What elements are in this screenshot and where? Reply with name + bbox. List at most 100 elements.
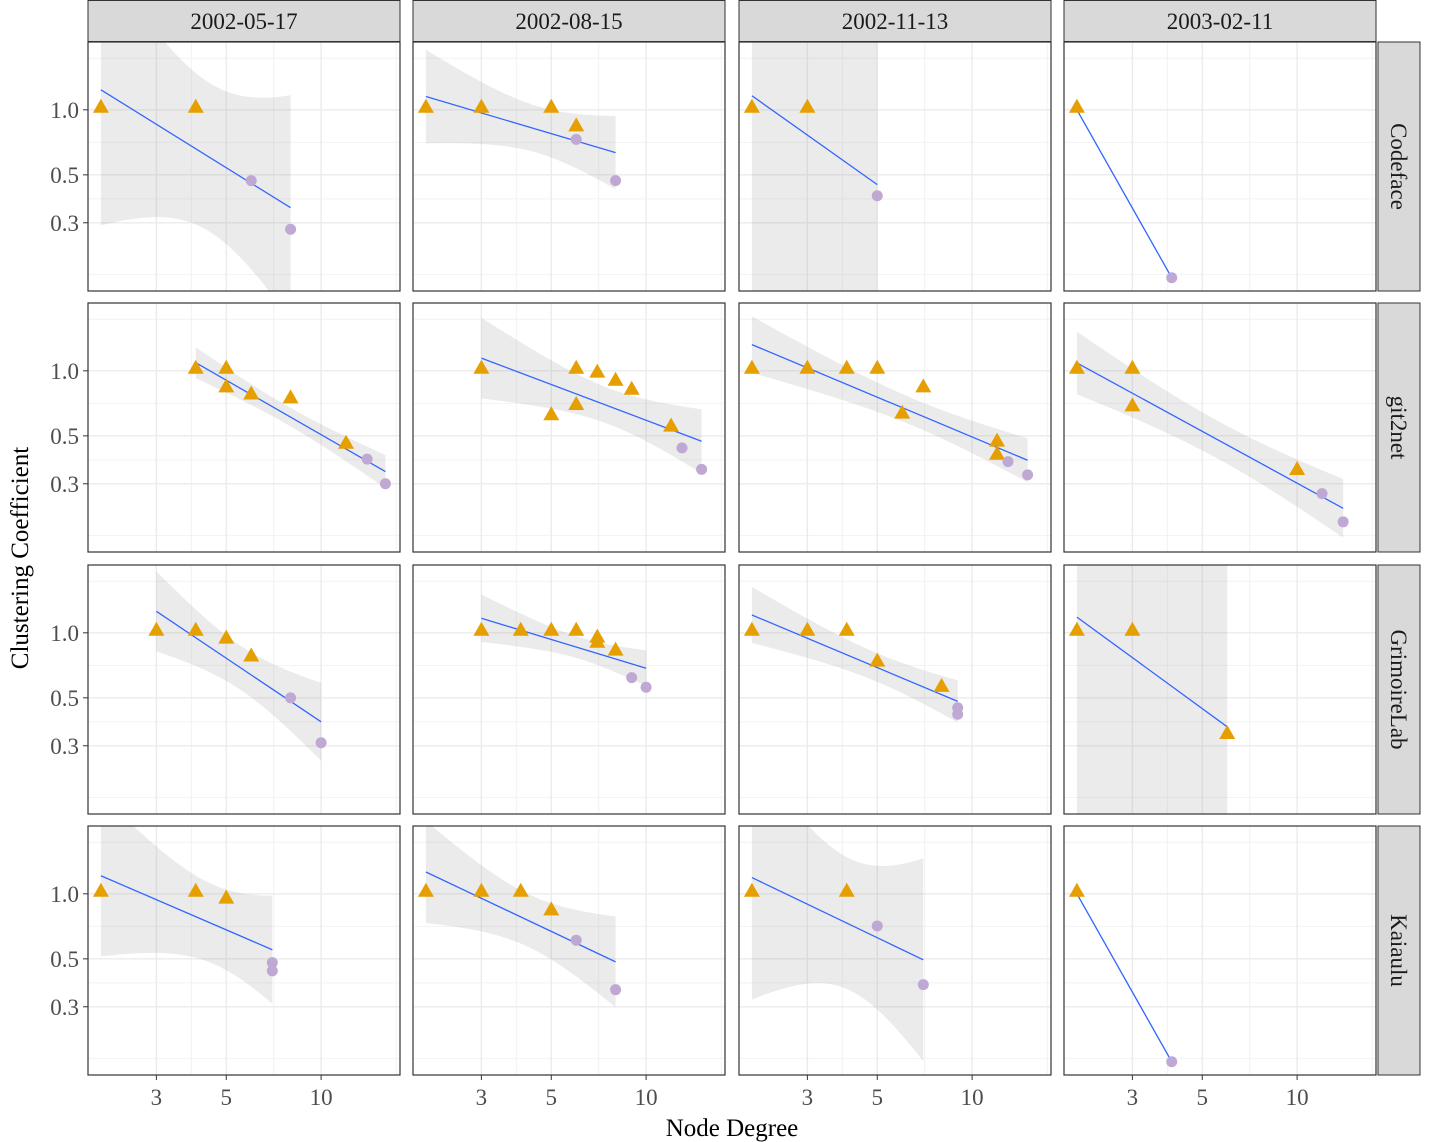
x-tick-label: 10: [1286, 1085, 1309, 1110]
y-tick-label: 0.3: [50, 995, 79, 1020]
panel-background: [88, 42, 400, 291]
fit-line: [1076, 362, 1344, 509]
triangle-point: [869, 359, 886, 374]
panel-border: [412, 564, 726, 815]
circle-point: [871, 190, 883, 202]
row-strip-label: GrimoireLab: [1386, 629, 1411, 749]
y-tick-label: 0.5: [50, 163, 79, 188]
circle-point: [1002, 456, 1014, 468]
fit-line: [1076, 893, 1173, 1063]
panel: [412, 564, 726, 815]
confidence-band: [100, 42, 291, 291]
x-tick-label: 5: [546, 1085, 558, 1110]
column-strip: [87, 0, 401, 42]
circle-point: [266, 965, 278, 977]
panel-border: [1063, 41, 1377, 292]
triangle-point: [473, 882, 490, 897]
panel: [1063, 564, 1377, 815]
row-strip-label: git2net: [1386, 396, 1411, 460]
triangle-point: [543, 98, 560, 113]
panel: [412, 825, 726, 1076]
fit-line: [481, 357, 702, 442]
circle-point: [245, 175, 257, 187]
triangle-point: [187, 98, 204, 113]
confidence-band: [751, 826, 924, 1062]
triangle-point: [915, 378, 932, 393]
fit-line: [425, 871, 616, 963]
panel-background: [1064, 826, 1376, 1075]
triangle-point: [187, 882, 204, 897]
panel-background: [88, 565, 400, 814]
triangle-point: [623, 380, 640, 395]
triangle-point: [543, 406, 560, 421]
x-tick-label: 5: [221, 1085, 233, 1110]
panel-border: [738, 825, 1052, 1076]
triangle-point: [1289, 461, 1306, 476]
triangle-point: [187, 359, 204, 374]
confidence-band: [751, 42, 878, 291]
triangle-point: [799, 359, 816, 374]
triangle-point: [663, 417, 680, 432]
confidence-band: [751, 586, 958, 723]
triangle-point: [218, 378, 235, 393]
triangle-point: [1124, 359, 1141, 374]
triangle-point: [933, 677, 950, 692]
panel-background: [413, 42, 725, 291]
x-axis-title: Node Degree: [666, 1115, 799, 1142]
panel-background: [88, 826, 400, 1075]
triangle-point: [417, 882, 434, 897]
triangle-point: [894, 404, 911, 419]
panel-border: [87, 564, 401, 815]
triangle-point: [568, 395, 585, 410]
triangle-point: [92, 98, 109, 113]
circle-point: [917, 979, 929, 991]
circle-point: [379, 478, 391, 490]
panel-border: [1063, 302, 1377, 553]
circle-point: [285, 223, 297, 235]
circle-point: [285, 692, 297, 704]
circle-point: [1316, 488, 1328, 500]
x-tick-label: 3: [1127, 1085, 1139, 1110]
triangle-point: [743, 359, 760, 374]
triangle-point: [743, 882, 760, 897]
x-tick-label: 3: [802, 1085, 814, 1110]
triangle-point: [799, 98, 816, 113]
panel: [1063, 41, 1377, 292]
column-strip: [1063, 0, 1377, 42]
fit-line: [1076, 109, 1173, 279]
panel-background: [1064, 303, 1376, 552]
panel-background: [1064, 42, 1376, 291]
triangle-point: [218, 629, 235, 644]
column-strip: [738, 0, 1052, 42]
triangle-point: [607, 641, 624, 656]
triangle-point: [838, 359, 855, 374]
panel-background: [739, 565, 1051, 814]
panel-border: [412, 302, 726, 553]
x-tick-label: 5: [1197, 1085, 1209, 1110]
x-tick-label: 3: [151, 1085, 163, 1110]
triangle-point: [1068, 621, 1085, 636]
row-strip: [1377, 302, 1421, 553]
triangle-point: [473, 98, 490, 113]
triangle-point: [799, 621, 816, 636]
panel: [87, 41, 401, 292]
confidence-band: [425, 49, 616, 190]
triangle-point: [607, 371, 624, 386]
panel: [412, 41, 726, 292]
circle-point: [361, 453, 373, 465]
triangle-point: [473, 621, 490, 636]
panel: [87, 825, 401, 1076]
y-tick-label: 1.0: [50, 98, 79, 123]
panel-background: [1064, 565, 1376, 814]
y-tick-label: 0.3: [50, 734, 79, 759]
fit-line: [751, 95, 878, 186]
fit-line: [100, 89, 291, 209]
circle-point: [1337, 516, 1349, 528]
triangle-point: [187, 621, 204, 636]
panel-border: [87, 41, 401, 292]
y-axis-title: Clustering Coefficient: [7, 447, 34, 669]
column-strip-label: 2002-08-15: [515, 9, 622, 34]
triangle-point: [589, 363, 606, 378]
x-tick-label: 5: [872, 1085, 884, 1110]
triangle-point: [743, 621, 760, 636]
